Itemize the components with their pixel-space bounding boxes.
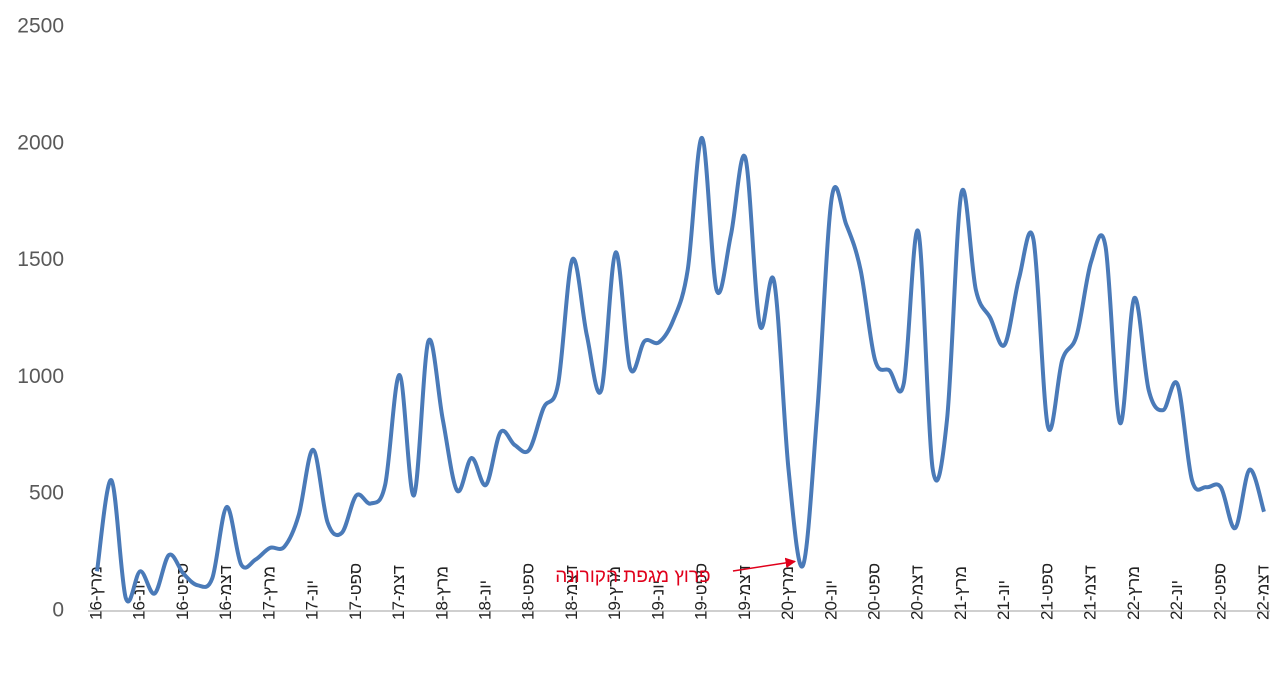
x-tick-label: מרץ-19 — [605, 566, 624, 620]
x-tick-label: מרץ-17 — [259, 566, 278, 620]
line-series — [95, 135, 1266, 604]
x-tick-label: יונ-22 — [1167, 580, 1186, 620]
y-tick-label: 1000 — [17, 365, 64, 388]
x-tick-label: דצמ-19 — [735, 565, 754, 620]
x-tick-label: ספט-18 — [519, 563, 538, 620]
y-tick-label: 1500 — [17, 248, 64, 271]
x-tick-label: יונ-18 — [475, 580, 494, 620]
x-tick-label: ספט-17 — [346, 563, 365, 620]
y-tick-label: 2000 — [17, 131, 64, 154]
x-tick-label: ספט-22 — [1210, 563, 1229, 620]
x-tick-label: דצמ-18 — [562, 565, 581, 620]
x-tick-label: יונ-19 — [648, 580, 667, 620]
x-tick-label: יונ-17 — [303, 580, 322, 620]
y-tick-label: 500 — [29, 482, 64, 505]
x-tick-label: מרץ-22 — [1124, 566, 1143, 620]
x-tick-label: דצמ-20 — [908, 565, 927, 620]
x-tick-label: מרץ-16 — [86, 566, 105, 620]
x-tick-label: יונ-21 — [994, 580, 1013, 620]
x-tick-label: מרץ-21 — [951, 566, 970, 620]
x-tick-label: יונ-20 — [821, 580, 840, 620]
annotation-arrow — [732, 557, 797, 572]
x-tick-label: דצמ-21 — [1081, 565, 1100, 620]
y-tick-label: 0 — [52, 599, 64, 622]
y-tick-label: 2500 — [17, 15, 64, 38]
x-tick-label: ספט-21 — [1037, 563, 1056, 620]
x-tick-label: מרץ-20 — [778, 566, 797, 620]
annotation: פרוץ מגפת הקורונה — [555, 566, 710, 587]
x-tick-label: דצמ-16 — [216, 565, 235, 620]
x-tick-label: ספט-19 — [692, 563, 711, 620]
x-tick-label: דצמ-22 — [1253, 565, 1272, 620]
x-tick-label: מרץ-18 — [432, 566, 451, 620]
x-tick-label: ספט-20 — [864, 563, 883, 620]
x-tick-label: דצמ-17 — [389, 565, 408, 620]
